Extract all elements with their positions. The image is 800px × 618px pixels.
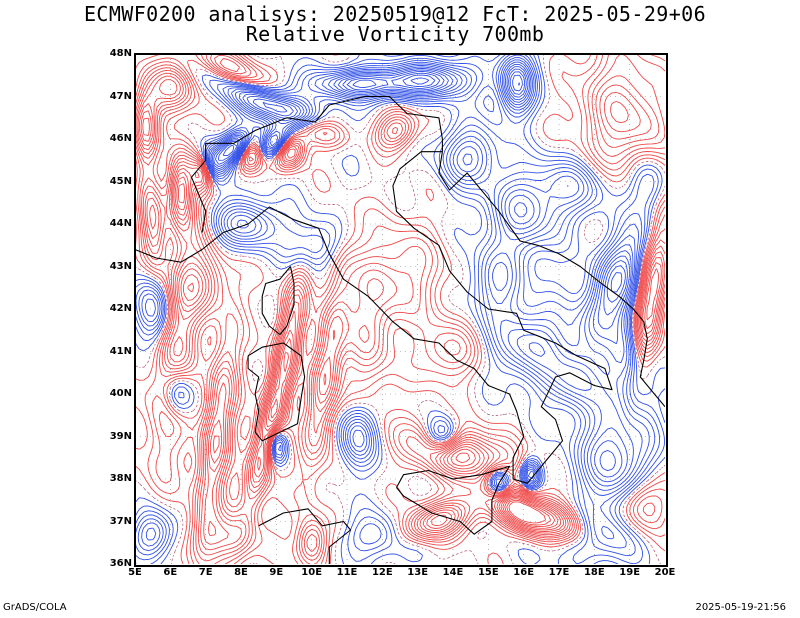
- lat-lon-gridlines: [135, 54, 665, 564]
- lat-tick-38n: 38N: [109, 473, 132, 484]
- lon-tick-20e: 20E: [654, 567, 676, 578]
- negative-contour-line: [222, 74, 523, 156]
- software-credit: GrADS/COLA: [3, 602, 67, 613]
- negative-contour-line: [215, 68, 626, 303]
- lat-tick-37n: 37N: [109, 515, 132, 527]
- lon-tick-19e: 19E: [619, 567, 641, 578]
- positive-contour-line: [176, 176, 556, 528]
- lat-tick-43n: 43N: [109, 260, 132, 272]
- positive-contour-line: [177, 183, 552, 526]
- coastlines-and-borders: [135, 95, 665, 564]
- positive-contour-line: [138, 79, 664, 537]
- lon-tick-11e: 11E: [336, 567, 358, 578]
- negative-contour-line: [211, 63, 631, 480]
- lon-tick-6e: 6E: [163, 567, 178, 578]
- negative-vorticity-contours: [135, 54, 665, 564]
- lat-tick-42n: 42N: [109, 303, 132, 314]
- positive-contour-line: [136, 58, 665, 552]
- lon-tick-8e: 8E: [234, 567, 248, 578]
- positive-contour-line: [135, 54, 665, 557]
- lat-tick-48n: 48N: [109, 48, 132, 59]
- chart-title-line-2: Relative Vorticity 700mb: [245, 22, 545, 46]
- lat-tick-46n: 46N: [109, 133, 132, 144]
- negative-contour-line: [213, 66, 628, 472]
- alpine-border: [190, 95, 443, 233]
- africa-coast: [258, 508, 352, 564]
- lon-tick-14e: 14E: [442, 567, 464, 578]
- italy-peninsula-coast: [223, 151, 613, 484]
- positive-contour-line: [135, 54, 665, 564]
- corsica-coast: [261, 266, 295, 336]
- lon-tick-5e: 5E: [128, 567, 142, 578]
- negative-contour-line: [210, 61, 632, 483]
- positive-contour-line: [135, 54, 665, 562]
- positive-contour-line: [135, 54, 665, 564]
- negative-contour-line: [135, 54, 656, 556]
- positive-contour-line: [135, 54, 665, 564]
- positive-vorticity-contours: [135, 54, 665, 564]
- negative-contour-line: [141, 57, 643, 547]
- negative-contour-line: [217, 71, 623, 293]
- generation-timestamp: 2025-05-19-21:56: [695, 602, 786, 613]
- chart-title-line-1: ECMWF0200 analisys: 20250519@12 FcT: 202…: [83, 2, 707, 26]
- sicily-coast: [396, 465, 511, 535]
- lon-tick-17e: 17E: [548, 567, 570, 578]
- map-canvas: [135, 54, 665, 564]
- lon-tick-16e: 16E: [513, 567, 535, 578]
- lat-tick-39n: 39N: [109, 430, 132, 442]
- lon-tick-15e: 15E: [477, 567, 499, 578]
- positive-contour-line: [137, 75, 665, 545]
- lon-tick-9e: 9E: [269, 567, 284, 578]
- lon-tick-10e: 10E: [301, 567, 323, 578]
- lat-tick-45n: 45N: [109, 175, 132, 187]
- lon-tick-18e: 18E: [583, 567, 605, 578]
- negative-contour-line: [144, 59, 634, 541]
- negative-contour-line: [135, 54, 665, 564]
- map-plot-area: [135, 54, 665, 564]
- positive-contour-line: [508, 501, 546, 524]
- positive-contour-line: [142, 117, 659, 529]
- lon-tick-12e: 12E: [371, 567, 393, 578]
- lon-tick-7e: 7E: [198, 567, 213, 578]
- france-coast: [135, 232, 224, 263]
- negative-contour-line: [410, 77, 520, 86]
- lon-tick-13e: 13E: [407, 567, 429, 578]
- lat-tick-36n: 36N: [109, 558, 132, 569]
- adriatic-east-coast: [438, 151, 665, 408]
- sardinia-coast: [247, 342, 306, 442]
- lat-tick-41n: 41N: [109, 345, 132, 357]
- lat-tick-44n: 44N: [109, 218, 132, 229]
- lat-tick-40n: 40N: [109, 388, 132, 399]
- negative-contour-line: [135, 54, 665, 564]
- lat-tick-47n: 47N: [109, 90, 132, 102]
